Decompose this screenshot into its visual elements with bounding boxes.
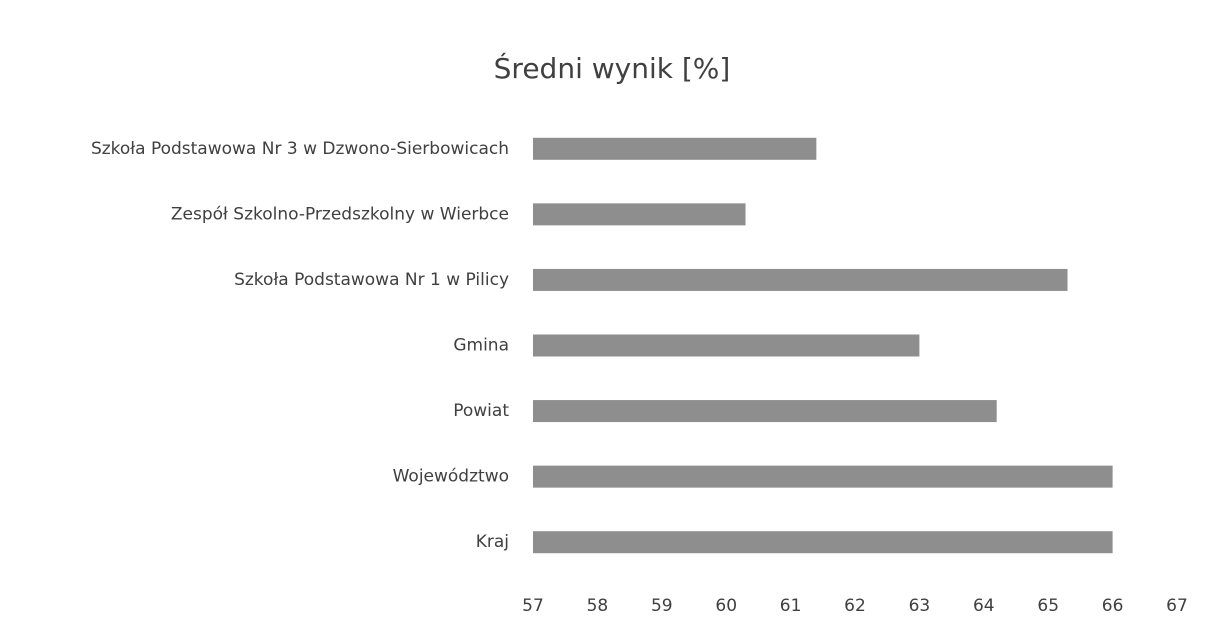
y-tick-label: Województwo — [393, 467, 509, 487]
x-tick-label: 64 — [973, 596, 995, 616]
x-tick-label: 65 — [1037, 596, 1059, 616]
x-tick-label: 58 — [587, 596, 609, 616]
y-tick-label: Zespół Szkolno-Przedszkolny w Wierbce — [171, 204, 509, 224]
bar — [533, 203, 746, 226]
bar — [533, 137, 817, 160]
x-tick-label: 62 — [844, 596, 866, 616]
y-tick-label: Kraj — [476, 532, 509, 552]
x-tick-label: 67 — [1166, 596, 1188, 616]
bar — [533, 531, 1113, 554]
bar — [533, 465, 1113, 488]
y-tick-label: Gmina — [453, 336, 509, 356]
bar — [533, 400, 997, 423]
x-tick-label: 60 — [715, 596, 737, 616]
x-tick-label: 59 — [651, 596, 673, 616]
chart-title: Średni wynik [%] — [494, 51, 731, 85]
x-tick-label: 61 — [780, 596, 802, 616]
x-tick-label: 63 — [909, 596, 931, 616]
bar — [533, 268, 1068, 291]
y-tick-label: Szkoła Podstawowa Nr 1 w Pilicy — [234, 270, 509, 290]
bar — [533, 334, 920, 357]
y-tick-label: Powiat — [453, 401, 509, 421]
x-tick-label: 66 — [1102, 596, 1124, 616]
y-tick-label: Szkoła Podstawowa Nr 3 w Dzwono-Sierbowi… — [91, 139, 509, 159]
x-tick-label: 57 — [522, 596, 544, 616]
